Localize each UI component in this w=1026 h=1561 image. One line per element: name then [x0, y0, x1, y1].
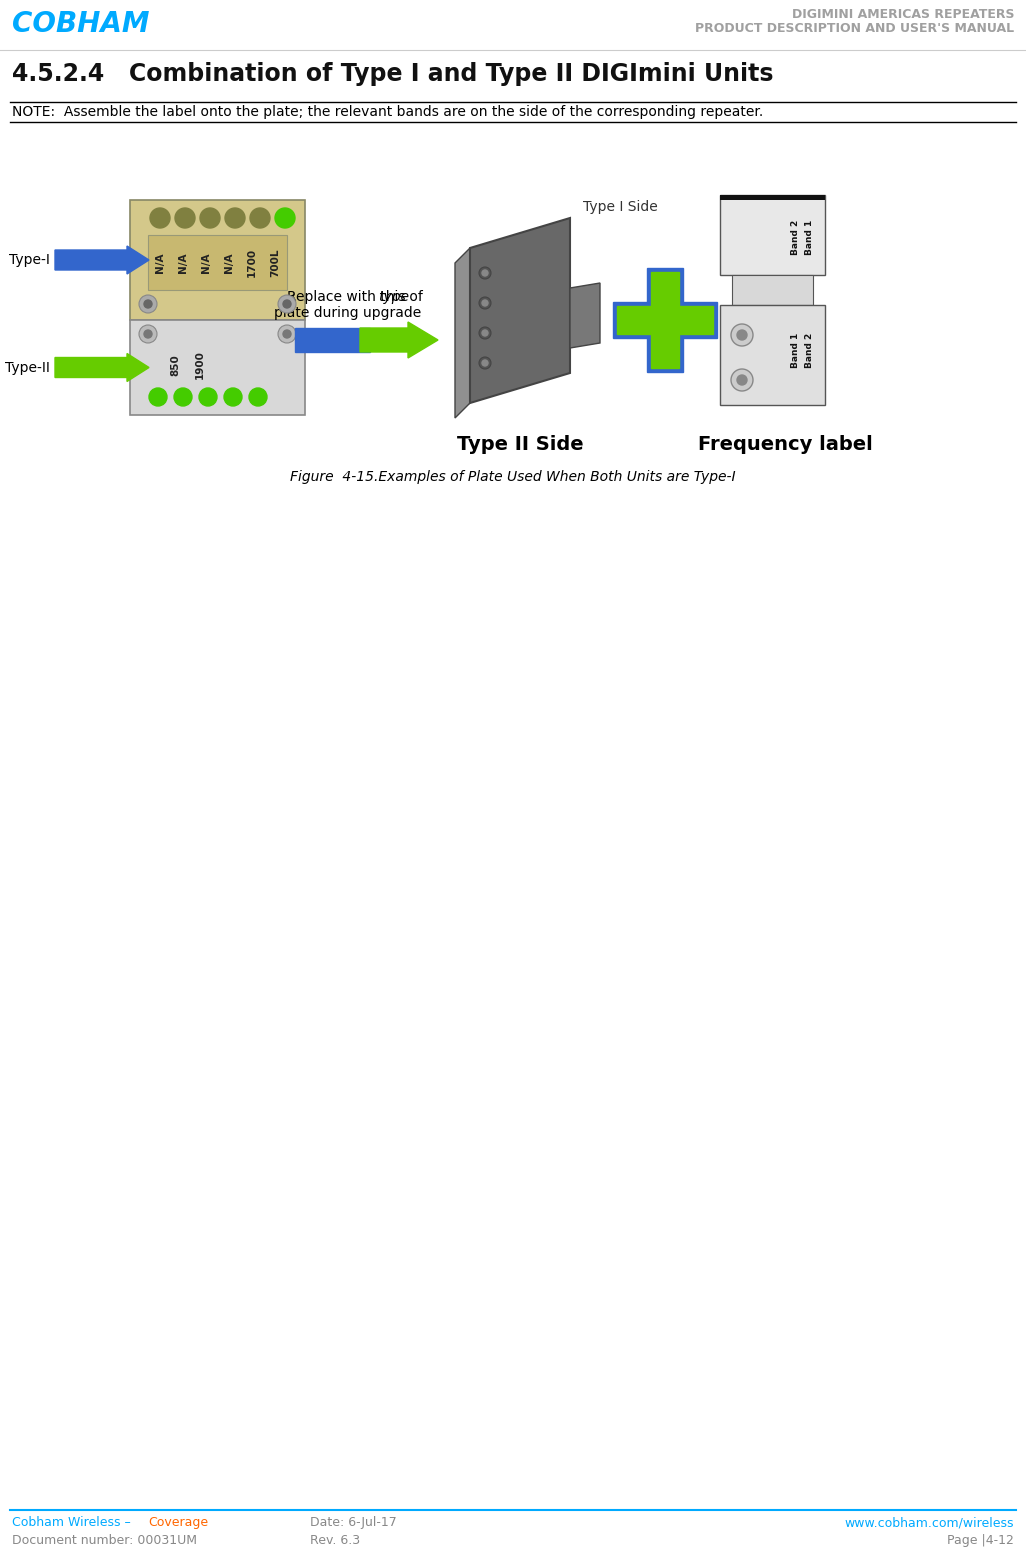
- Circle shape: [224, 389, 242, 406]
- Text: Frequency label: Frequency label: [698, 436, 872, 454]
- FancyBboxPatch shape: [720, 195, 825, 200]
- FancyBboxPatch shape: [130, 200, 305, 320]
- FancyBboxPatch shape: [148, 236, 287, 290]
- Circle shape: [482, 361, 488, 365]
- Circle shape: [250, 208, 270, 228]
- FancyBboxPatch shape: [130, 320, 305, 415]
- Text: Figure  4-15.Examples of Plate Used When Both Units are Type-I: Figure 4-15.Examples of Plate Used When …: [290, 470, 736, 484]
- Circle shape: [249, 389, 267, 406]
- Text: Rev. 6.3: Rev. 6.3: [310, 1534, 360, 1547]
- Text: Band 1: Band 1: [804, 220, 814, 254]
- FancyArrow shape: [55, 247, 149, 275]
- Text: Type-II: Type-II: [5, 361, 50, 375]
- Text: Replace with this: Replace with this: [286, 290, 409, 304]
- Circle shape: [139, 295, 157, 314]
- Text: www.cobham.com/wireless: www.cobham.com/wireless: [844, 1516, 1014, 1530]
- Polygon shape: [652, 272, 679, 368]
- Circle shape: [479, 326, 491, 339]
- Circle shape: [731, 368, 753, 390]
- Text: N/A: N/A: [155, 253, 165, 273]
- Text: N/A: N/A: [224, 253, 234, 273]
- Circle shape: [174, 389, 192, 406]
- Circle shape: [144, 329, 152, 339]
- Polygon shape: [617, 306, 713, 334]
- Circle shape: [199, 389, 218, 406]
- Text: Band 1: Band 1: [790, 332, 799, 368]
- Text: Date: 6-Jul-17: Date: 6-Jul-17: [310, 1516, 397, 1530]
- Circle shape: [200, 208, 220, 228]
- Text: N/A: N/A: [201, 253, 211, 273]
- Polygon shape: [455, 248, 470, 418]
- Circle shape: [278, 295, 295, 314]
- FancyBboxPatch shape: [720, 195, 825, 275]
- Text: plate during upgrade: plate during upgrade: [274, 306, 422, 320]
- Text: DIGIMINI AMERICAS REPEATERS: DIGIMINI AMERICAS REPEATERS: [791, 8, 1014, 20]
- FancyBboxPatch shape: [720, 304, 825, 404]
- Circle shape: [149, 389, 167, 406]
- Text: COBHAM: COBHAM: [12, 9, 150, 37]
- Text: Band 2: Band 2: [804, 332, 814, 368]
- Circle shape: [275, 208, 295, 228]
- Polygon shape: [647, 268, 683, 372]
- Circle shape: [479, 357, 491, 368]
- Circle shape: [731, 325, 753, 347]
- Text: Type I Side: Type I Side: [583, 200, 658, 214]
- Circle shape: [482, 329, 488, 336]
- Circle shape: [144, 300, 152, 308]
- Circle shape: [482, 300, 488, 306]
- Circle shape: [283, 300, 291, 308]
- Text: type: type: [378, 290, 409, 304]
- Circle shape: [278, 325, 295, 343]
- Text: Coverage: Coverage: [148, 1516, 208, 1530]
- Text: PRODUCT DESCRIPTION AND USER'S MANUAL: PRODUCT DESCRIPTION AND USER'S MANUAL: [695, 22, 1014, 34]
- Text: Type II Side: Type II Side: [457, 436, 584, 454]
- FancyBboxPatch shape: [732, 275, 813, 304]
- Circle shape: [150, 208, 170, 228]
- FancyArrow shape: [295, 328, 370, 351]
- Circle shape: [737, 375, 747, 386]
- Circle shape: [139, 325, 157, 343]
- Circle shape: [482, 270, 488, 276]
- Polygon shape: [470, 219, 570, 403]
- Text: 700L: 700L: [270, 248, 280, 276]
- Polygon shape: [613, 301, 717, 339]
- Circle shape: [737, 329, 747, 340]
- Circle shape: [479, 297, 491, 309]
- FancyArrow shape: [55, 353, 149, 381]
- Text: of: of: [405, 290, 423, 304]
- Polygon shape: [570, 283, 600, 348]
- Text: Page |4-12: Page |4-12: [947, 1534, 1014, 1547]
- Text: Type-I: Type-I: [9, 253, 50, 267]
- Text: 1900: 1900: [195, 351, 205, 379]
- Text: Cobham Wireless –: Cobham Wireless –: [12, 1516, 134, 1530]
- Circle shape: [283, 329, 291, 339]
- Circle shape: [175, 208, 195, 228]
- Text: 1700: 1700: [247, 248, 256, 276]
- Circle shape: [225, 208, 245, 228]
- Text: 4.5.2.4   Combination of Type I and Type II DIGImini Units: 4.5.2.4 Combination of Type I and Type I…: [12, 62, 774, 86]
- Text: N/A: N/A: [177, 253, 188, 273]
- Circle shape: [479, 267, 491, 279]
- Text: Band 2: Band 2: [790, 220, 799, 254]
- Text: 850: 850: [170, 354, 180, 376]
- Text: NOTE:  Assemble the label onto the plate; the relevant bands are on the side of : NOTE: Assemble the label onto the plate;…: [12, 105, 763, 119]
- Text: Document number: 00031UM: Document number: 00031UM: [12, 1534, 197, 1547]
- FancyArrow shape: [360, 322, 438, 357]
